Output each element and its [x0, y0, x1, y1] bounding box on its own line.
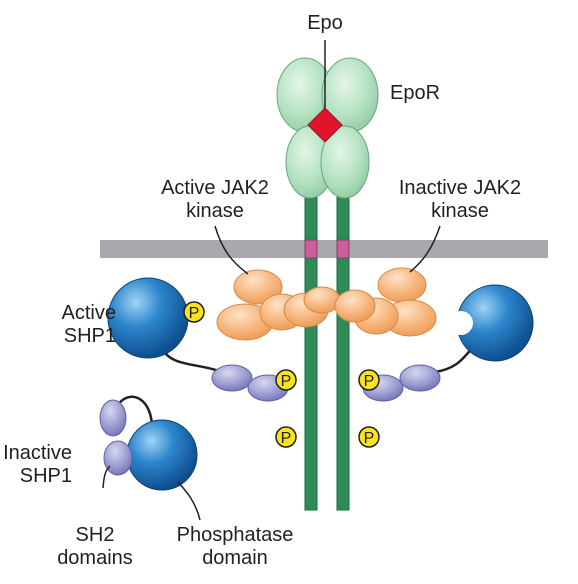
- inactive-shp1-label: Inactive SHP1: [3, 442, 72, 487]
- phosphate-groups: P P P P P: [183, 301, 380, 448]
- epo-ligand: [307, 107, 343, 143]
- transmembrane-segment-left: [304, 239, 318, 259]
- active-shp1-phosphatase-domain: [107, 277, 189, 359]
- active-jak2-leader: [214, 225, 249, 275]
- svg-text:P: P: [281, 373, 292, 390]
- phospho-receptor-left-upper: P: [275, 369, 297, 391]
- inactive-shp1-phosphatase-domain: [126, 419, 198, 491]
- inactive-jak2-kinase: [334, 267, 437, 337]
- phospho-receptor-right-upper: P: [358, 369, 380, 391]
- active-shp1-label: Active SHP1: [61, 302, 116, 347]
- transmembrane-segment-right: [336, 239, 350, 259]
- epo-label: Epo: [307, 12, 343, 34]
- phospho-receptor-left-lower: P: [275, 426, 297, 448]
- epor-label: EpoR: [390, 82, 441, 104]
- inactive-jak2-leader: [409, 225, 441, 273]
- phosphatase-domain-leader: [177, 481, 201, 521]
- svg-text:P: P: [281, 430, 292, 447]
- cell-membrane: [100, 240, 548, 258]
- inactive-shp1-sh2-domains: [99, 399, 133, 476]
- right-shp1-active-site-cleft: [449, 311, 473, 335]
- epor-chain-left: [304, 189, 318, 511]
- phosphatase-domain-label: Phosphatase domain: [176, 524, 294, 569]
- sh2-domains-label: SH2 domains: [57, 524, 133, 569]
- inactive-shp1-linker: [116, 395, 154, 426]
- svg-text:P: P: [364, 430, 375, 447]
- active-jak2-label: Active JAK2 kinase: [161, 177, 269, 222]
- svg-text:P: P: [189, 305, 200, 322]
- epor-domain-bottom-right: [320, 125, 370, 199]
- svg-text:P: P: [364, 373, 375, 390]
- phospho-shp1-binding-left: P: [183, 301, 205, 323]
- inactive-jak2-label: Inactive JAK2 kinase: [398, 177, 522, 222]
- active-jak2-kinase: [216, 269, 341, 341]
- epor-chain-right: [336, 189, 350, 511]
- phospho-receptor-right-lower: P: [358, 426, 380, 448]
- sh2-domains-leader: [102, 465, 111, 489]
